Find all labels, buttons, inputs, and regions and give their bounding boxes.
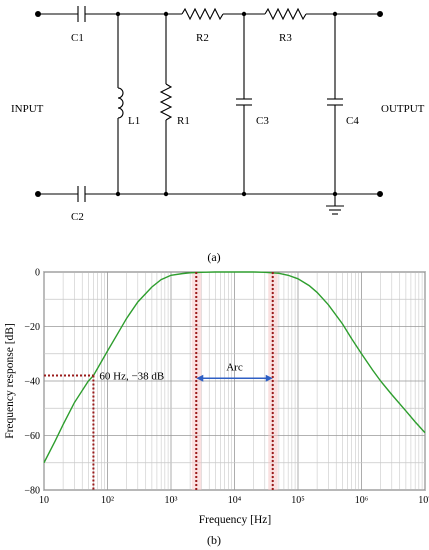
l1-label: L1 xyxy=(128,115,140,127)
x-tick-label: 10² xyxy=(101,495,114,506)
y-tick-labels: 0 −20 −40 −60 −80 xyxy=(24,268,40,497)
arc-arrow-head-right xyxy=(265,374,273,382)
c1-label: C1 xyxy=(71,32,84,44)
x-tick-label: 10 xyxy=(39,495,49,506)
circuit-diagram: INPUT OUTPUT C1 C2 L1 R1 R2 R3 C3 C4 (a) xyxy=(11,6,425,264)
x-tick-label: 10⁷ xyxy=(418,495,429,506)
y-tick-label: 0 xyxy=(35,268,40,279)
arc-arrow-head-left xyxy=(196,374,204,382)
chart-grid xyxy=(43,271,426,491)
ground-icon xyxy=(326,194,344,215)
input-label: INPUT xyxy=(11,103,44,115)
caption-a: (a) xyxy=(207,250,220,264)
y-axis-label: Frequency response [dB] xyxy=(4,323,16,439)
x-tick-label: 10⁶ xyxy=(355,495,369,506)
y-tick-label: −80 xyxy=(24,486,40,497)
r2-resistor xyxy=(181,7,224,21)
x-axis-label: Frequency [Hz] xyxy=(199,514,271,526)
r2-label: R2 xyxy=(196,32,209,44)
output-label: OUTPUT xyxy=(381,103,425,115)
caption-b: (b) xyxy=(207,533,221,547)
r1-label: R1 xyxy=(177,115,190,127)
point-annotation-label: 60 Hz, −38 dB xyxy=(99,371,164,383)
y-tick-label: −20 xyxy=(24,322,40,333)
terminal-input-top xyxy=(35,11,41,17)
c4-label: C4 xyxy=(346,115,359,127)
c2-label: C2 xyxy=(71,211,84,223)
x-tick-label: 10⁵ xyxy=(291,495,305,506)
r3-resistor xyxy=(264,7,307,21)
l1-inductor xyxy=(117,87,124,119)
y-tick-label: −60 xyxy=(24,431,40,442)
arc-label: Arc xyxy=(226,361,243,373)
r3-label: R3 xyxy=(279,32,292,44)
annotations: 60 Hz, −38 dB Arc xyxy=(44,272,274,490)
frequency-response-chart: 10 10² 10³ 10⁴ 10⁵ 10⁶ 10⁷ 0 −20 −40 −60 −80 60 Hz… xyxy=(4,268,429,548)
r1-resistor xyxy=(159,83,173,121)
x-tick-label: 10³ xyxy=(165,495,178,506)
c3-label: C3 xyxy=(256,115,269,127)
y-tick-label: −40 xyxy=(24,377,40,388)
terminal-output-top xyxy=(377,11,383,17)
series-group xyxy=(43,271,426,464)
x-tick-labels: 10 10² 10³ 10⁴ 10⁵ 10⁶ 10⁷ xyxy=(39,495,429,506)
series-line xyxy=(43,271,426,464)
terminal-input-bottom xyxy=(35,191,41,197)
terminal-output-bottom xyxy=(377,191,383,197)
x-tick-label: 10⁴ xyxy=(228,495,242,506)
